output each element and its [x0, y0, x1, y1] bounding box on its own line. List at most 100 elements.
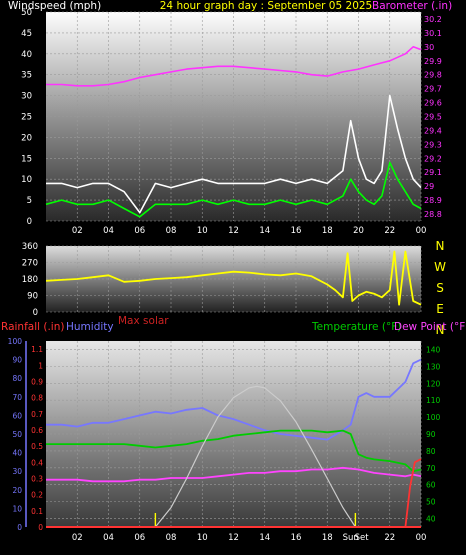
wind-x-tick-label: 14	[259, 226, 270, 236]
humidity-y-tick-label: 60	[12, 411, 22, 420]
direction-y-tick-label: 90	[27, 292, 38, 302]
temp-x-tick-label: 04	[103, 533, 114, 543]
direction-series-line	[45, 250, 422, 306]
temp-x-tick-label: 12	[228, 533, 239, 543]
temp-x-tick-label: 10	[197, 533, 208, 543]
direction-series	[45, 250, 422, 306]
temp-y-tick-label: 90	[426, 430, 436, 439]
wind-x-tick-label: 12	[228, 226, 239, 236]
humidity-y-tick-label: 20	[12, 486, 22, 495]
barometer-y-tick-label: 29.9	[424, 57, 442, 66]
compass-label: S	[436, 281, 444, 295]
wind-y-tick-label: 50	[21, 8, 32, 18]
wind-y-tick-label: 35	[21, 71, 32, 81]
direction-y-tick-label: 360	[22, 242, 38, 252]
rain-y-tick-label: 0.8	[31, 394, 43, 403]
barometer-y-tick-label: 29	[424, 182, 434, 191]
compass-label: E	[436, 302, 444, 316]
temp-x-tick-label: 08	[166, 533, 177, 543]
wind-x-tick-label: 06	[134, 226, 145, 236]
temp-y-tick-label: 140	[426, 345, 441, 354]
temp-y-tick-label: 130	[426, 362, 441, 371]
rain-y-tick-label: 1	[38, 361, 43, 370]
barometer-y-tick-label: 29.1	[424, 168, 442, 177]
direction-ticks: 0 90 180 270 360	[22, 242, 38, 318]
wind-series	[45, 45, 422, 218]
humidity-y-tick-label: 90	[12, 356, 22, 365]
temp-ticks: 0 0.1 0.2 0.3 0.4 0.5 0.6 0.7 0.8 0.9 1 1.1 0 10 20 30 4…	[8, 337, 441, 543]
wind-y-tick-label: 0	[27, 217, 32, 227]
wind-grid	[46, 11, 422, 222]
humidity-y-tick-label: 80	[12, 374, 22, 383]
barometer-y-tick-label: 29.2	[424, 154, 442, 163]
barometer-y-tick-label: 30.1	[424, 29, 442, 38]
rain-y-tick-label: 0.7	[31, 410, 43, 419]
chart-title: 24 hour graph day : September 05 2025	[160, 0, 372, 12]
barometer-y-tick-label: 29.8	[424, 71, 442, 80]
barometer-y-tick-label: 30.2	[424, 15, 442, 24]
wind-x-tick-label: 02	[72, 226, 83, 236]
wind-x-tick-label: 08	[166, 226, 177, 236]
dew_point-series-line	[46, 466, 422, 483]
humidity-series-line	[46, 358, 422, 441]
temp-y-tick-label: 80	[426, 447, 436, 456]
rain-y-tick-label: 0.9	[31, 377, 43, 386]
temp-x-tick-label: 02	[72, 533, 83, 543]
wind-x-tick-label: 16	[291, 226, 302, 236]
temp-y-tick-label: 40	[426, 515, 436, 524]
max-solar-label: Max solar	[118, 315, 169, 327]
wind-y-tick-label: 30	[21, 92, 32, 102]
humidity-y-tick-label: 70	[12, 393, 22, 402]
temperature-humidity-panel: 0 0.1 0.2 0.3 0.4 0.5 0.6 0.7 0.8 0.9 1 1.1 0 10 20 30 4…	[1, 315, 466, 543]
direction-y-tick-label: 270	[22, 259, 38, 269]
temp-y-tick-label: 110	[426, 396, 441, 405]
rainfall-label: Rainfall (.in)	[1, 321, 64, 333]
wind-x-tick-label: 22	[384, 226, 395, 236]
direction-y-tick-label: 180	[22, 275, 38, 285]
temp-x-tick-label: 22	[384, 533, 395, 543]
humidity-y-tick-label: 40	[12, 449, 22, 458]
wind-ticks: 0 5 10 15 20 25 30 35 40 45 50 28.8 28.9 29 29.1 29.2 29…	[21, 8, 442, 236]
wind-x-tick-label: 04	[103, 226, 114, 236]
windspeed-label: Windspeed (mph)	[8, 0, 101, 12]
temp-y-tick-label: 100	[426, 413, 441, 422]
temp-y-tick-label: 50	[426, 498, 436, 507]
wind-y-tick-label: 20	[21, 133, 32, 143]
barometer-y-tick-label: 29.3	[424, 140, 442, 149]
wind-y-tick-label: 15	[21, 154, 32, 164]
barometer-y-tick-label: 29.6	[424, 99, 442, 108]
gust-series-line	[46, 94, 422, 214]
wind-y-tick-label: 45	[21, 29, 32, 39]
wind-x-tick-label: 10	[197, 226, 208, 236]
humidity-y-tick-label: 100	[8, 337, 23, 346]
temp-y-tick-label: 60	[426, 481, 436, 490]
temp-x-tick-label: Set	[355, 533, 370, 543]
temp-y-tick-label: 70	[426, 464, 436, 473]
rain-y-tick-label: 0	[38, 523, 43, 532]
temp-x-tick-label: 00	[416, 533, 427, 543]
temp-grid	[46, 341, 422, 527]
temperature-label: Temperature (°F)	[311, 321, 401, 333]
rain-y-tick-label: 0.2	[31, 491, 43, 500]
temp-x-tick-label: Sun	[343, 533, 359, 543]
rain-y-tick-label: 0.1	[31, 507, 43, 516]
barometer-label: Barometer (.in)	[372, 0, 452, 12]
temp-x-tick-label: 06	[134, 533, 145, 543]
compass-label: N	[436, 239, 445, 253]
compass-label: N	[436, 323, 445, 337]
wind-x-tick-label: 00	[416, 226, 427, 236]
dew-point-label: Dew Point (°F)	[394, 321, 466, 333]
humidity-y-tick-label: 30	[12, 467, 22, 476]
max_solar-series-line	[154, 385, 356, 528]
humidity-y-tick-label: 0	[17, 523, 22, 532]
rain-y-tick-label: 0.6	[31, 426, 43, 435]
wind-barometer-panel: 0 5 10 15 20 25 30 35 40 45 50 28.8 28.9 29 29.1 29.2 29…	[8, 0, 452, 236]
barometer-y-tick-label: 29.4	[424, 126, 442, 135]
compass-label: W	[434, 260, 446, 274]
barometer-y-tick-label: 29.5	[424, 113, 442, 122]
rain-y-tick-label: 1.1	[31, 345, 43, 354]
humidity-label: Humidity	[66, 321, 114, 333]
